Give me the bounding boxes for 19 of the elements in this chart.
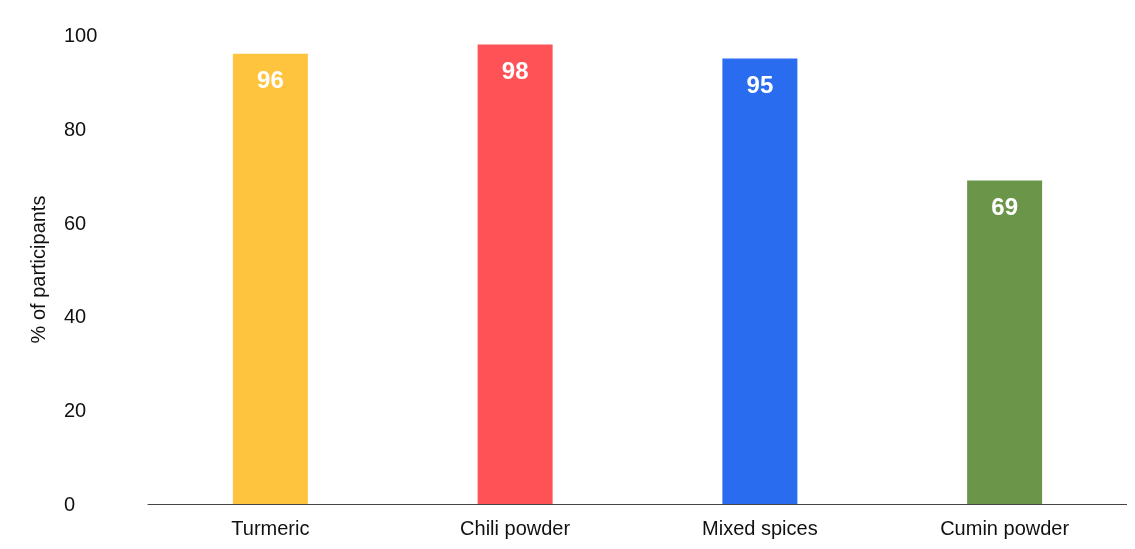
x-tick-label: Mixed spices [702, 517, 818, 539]
bar [722, 58, 798, 504]
x-tick-label: Chili powder [460, 517, 571, 539]
y-tick-label: 20 [64, 399, 87, 422]
x-tick-label: Turmeric [231, 517, 310, 539]
bar [967, 180, 1043, 504]
data-label: 98 [501, 56, 529, 84]
y-tick-label: 0 [64, 493, 76, 515]
y-tick-label: 40 [64, 305, 87, 328]
y-tick-label: 60 [64, 211, 87, 234]
y-tick-label: 100 [64, 24, 98, 46]
x-tick-label: Cumin powder [940, 517, 1070, 539]
y-tick-label: 80 [64, 117, 87, 140]
data-label: 69 [991, 192, 1018, 220]
bar [477, 44, 553, 504]
bar [232, 53, 308, 504]
y-axis-title: % of participants [27, 195, 49, 344]
data-label: 96 [257, 66, 284, 94]
data-label: 95 [746, 70, 774, 98]
